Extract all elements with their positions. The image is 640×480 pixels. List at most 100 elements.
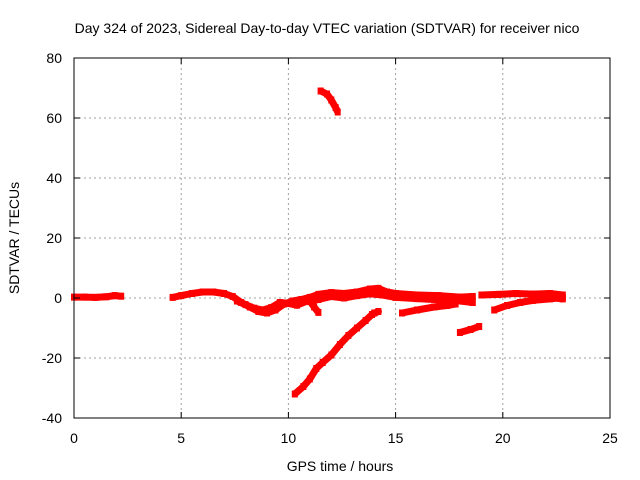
data-point: [103, 293, 110, 301]
data-point: [268, 304, 275, 312]
data-point: [178, 292, 185, 300]
data-point: [491, 306, 498, 314]
x-tick-label: 15: [388, 430, 404, 446]
data-point: [392, 290, 399, 297]
x-tick-label: 25: [602, 430, 618, 446]
data-point: [559, 295, 566, 303]
grid-lines: [74, 58, 610, 418]
data-point: [504, 302, 511, 309]
data-point: [311, 303, 318, 311]
data-point: [354, 324, 360, 332]
data-point: [469, 293, 476, 300]
data-point: [354, 292, 360, 300]
data-point: [306, 375, 313, 383]
data-point: [276, 299, 283, 306]
data-point: [332, 104, 339, 111]
data-point: [324, 90, 330, 98]
data-point: [118, 292, 125, 300]
series-day-main-a: [171, 284, 473, 317]
data-point: [399, 309, 405, 317]
data-point: [435, 296, 442, 304]
data-point: [210, 288, 217, 296]
data-point: [375, 284, 382, 292]
data-point: [233, 297, 240, 305]
data-point: [328, 289, 335, 297]
data-point: [444, 302, 451, 309]
data-point: [328, 293, 335, 300]
data-point: [221, 290, 228, 297]
data-point: [456, 293, 463, 301]
data-point: [317, 87, 324, 95]
data-point: [478, 291, 485, 299]
data-point: [251, 304, 258, 312]
data-point: [345, 332, 352, 339]
data-point: [392, 293, 399, 301]
data-point: [334, 108, 341, 116]
x-tick-label: 0: [70, 430, 78, 446]
data-point: [306, 297, 313, 305]
data-point: [264, 309, 270, 317]
data-point: [341, 290, 348, 297]
x-tick-label: 5: [177, 430, 185, 446]
data-point: [379, 291, 386, 299]
y-tick-label: 0: [54, 290, 62, 306]
data-point: [229, 293, 236, 300]
data-point: [328, 351, 335, 359]
data-point: [111, 292, 118, 300]
x-tick-label: 20: [495, 430, 511, 446]
data-point: [362, 317, 369, 324]
data-point: [298, 296, 305, 303]
data-point: [302, 298, 309, 306]
data-point: [188, 290, 195, 297]
data-point: [328, 96, 335, 104]
data-point: [529, 293, 536, 300]
x-tick-label: 10: [281, 430, 297, 446]
data-point: [336, 341, 343, 348]
data-point: [452, 300, 459, 308]
tick-labels: 0 5 10 15 20 25 -40 -20 0 20 40 60 80: [42, 50, 618, 446]
data-point: [242, 301, 249, 309]
data-point: [169, 293, 176, 301]
data-point: [467, 326, 474, 333]
x-axis-label: GPS time / hours: [287, 458, 394, 474]
y-tick-label: -20: [42, 350, 62, 366]
data-point: [315, 296, 322, 303]
data-point: [315, 290, 322, 298]
data-point: [495, 290, 502, 298]
data-point: [414, 306, 420, 314]
y-tick-label: -40: [42, 410, 62, 426]
data-point: [431, 303, 438, 311]
data-point: [294, 301, 300, 309]
data-point: [456, 297, 463, 305]
data-point: [476, 323, 483, 330]
data-point: [272, 306, 279, 314]
data-point: [319, 359, 326, 366]
data-point: [414, 291, 420, 299]
data-point: [375, 308, 382, 315]
data-point: [341, 294, 348, 302]
axis-ticks: [73, 57, 611, 419]
data-point: [366, 285, 373, 293]
data-point: [547, 290, 553, 297]
chart-title: Day 324 of 2023, Sidereal Day-to-day VTE…: [75, 20, 580, 36]
data-point: [529, 296, 536, 304]
data-point: [313, 365, 320, 372]
data-point: [81, 293, 88, 301]
data-point: [414, 295, 420, 303]
data-point: [366, 290, 373, 298]
data-point: [517, 299, 523, 306]
data-point: [384, 288, 390, 296]
data-series: [71, 87, 566, 398]
data-point: [542, 293, 549, 301]
data-point: [285, 299, 292, 307]
data-point: [469, 299, 476, 306]
data-point: [354, 288, 360, 296]
data-point: [259, 306, 266, 314]
y-tick-label: 80: [46, 50, 62, 66]
data-point: [456, 329, 463, 336]
data-point: [315, 308, 322, 316]
y-tick-label: 20: [46, 230, 62, 246]
data-point: [371, 309, 378, 317]
data-point: [199, 288, 206, 296]
